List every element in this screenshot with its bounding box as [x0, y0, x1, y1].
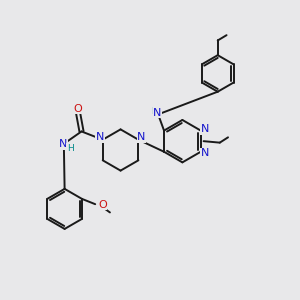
Text: N: N	[200, 124, 209, 134]
Text: N: N	[153, 108, 162, 118]
Text: N: N	[96, 132, 104, 142]
Text: H: H	[67, 144, 74, 153]
Text: N: N	[59, 140, 68, 149]
Text: H: H	[151, 107, 158, 116]
Text: O: O	[74, 104, 82, 114]
Text: N: N	[137, 132, 146, 142]
Text: O: O	[98, 200, 107, 210]
Text: N: N	[200, 148, 209, 158]
